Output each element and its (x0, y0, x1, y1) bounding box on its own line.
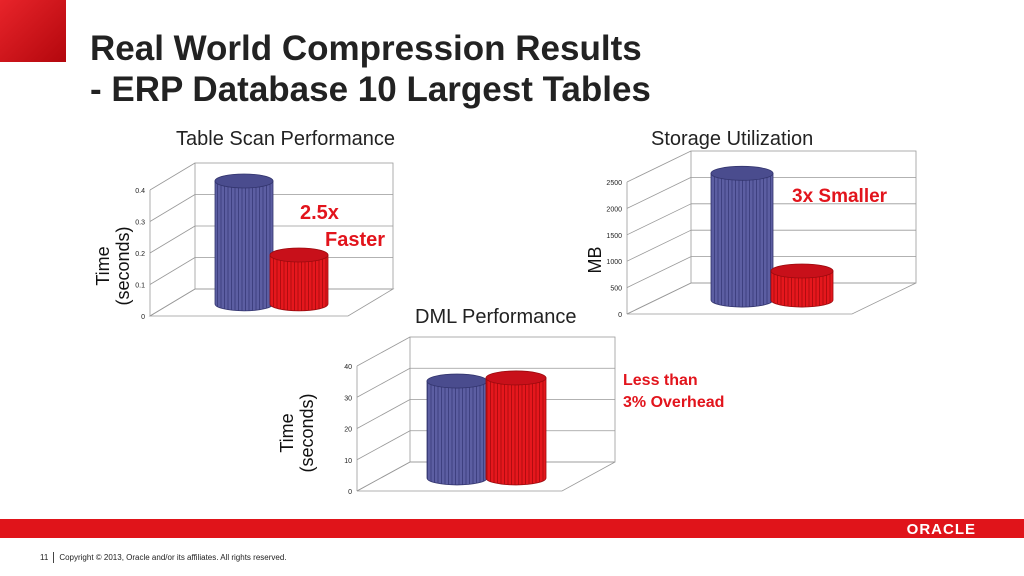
oracle-logo: ORACLE (906, 521, 976, 538)
grid-side-scan-3 (149, 194, 196, 222)
grid-side-storage-1 (626, 256, 692, 288)
y-tick-scan-1: 0.1 (135, 283, 145, 290)
grid-side-storage-5 (626, 150, 692, 183)
bar-top-scan-1 (269, 247, 329, 263)
bar-scan-1 (269, 254, 329, 312)
callout-storage: 3x Smaller (792, 186, 888, 207)
grid-side-storage-3 (626, 203, 692, 236)
bar-storage-0 (710, 172, 774, 308)
callout-dml: Less than 3% Overhead (623, 370, 724, 414)
y-tick-scan-0: 0 (141, 314, 145, 321)
y-tick-storage-4: 2000 (606, 206, 622, 213)
copyright-text: Copyright © 2013, Oracle and/or its affi… (59, 553, 287, 562)
grid-side-dml-1 (356, 430, 411, 461)
footer-red-bar (0, 519, 1024, 538)
footer: 11 Copyright © 2013, Oracle and/or its a… (40, 552, 287, 563)
y-tick-dml-2: 20 (344, 427, 352, 434)
grid-side-dml-2 (356, 399, 411, 429)
grid-side-storage-4 (626, 177, 692, 209)
title-line-2: - ERP Database 10 Largest Tables (90, 70, 651, 109)
y-tick-dml-0: 0 (348, 489, 352, 496)
chart-title-scan: Table Scan Performance (176, 128, 396, 150)
y-tick-storage-1: 500 (610, 286, 622, 293)
grid-side-dml-3 (356, 367, 411, 398)
bar-top-storage-0 (710, 165, 774, 181)
bar-top-storage-1 (770, 263, 834, 279)
y-tick-dml-1: 10 (344, 458, 352, 465)
grid-side-storage-2 (626, 229, 692, 262)
y-tick-storage-5: 2500 (606, 180, 622, 187)
title-line-1: Real World Compression Results (90, 29, 642, 68)
y-tick-storage-2: 1000 (606, 259, 622, 266)
bar-storage-1 (770, 270, 834, 308)
grid-side-dml-4 (356, 336, 411, 367)
page-number: 11 (40, 553, 49, 562)
bar-scan-0 (214, 180, 274, 312)
bar-dml-1 (485, 377, 547, 486)
grid-side-scan-4 (149, 162, 196, 191)
y-tick-storage-0: 0 (618, 312, 622, 319)
callout-scan-line1: 2.5x (300, 202, 339, 224)
y-tick-scan-3: 0.3 (135, 220, 145, 227)
chart-title-storage: Storage Utilization (651, 128, 814, 150)
bar-top-dml-1 (485, 370, 547, 386)
grid-side-scan-1 (149, 257, 196, 285)
callout-scan: 2.5x Faster (300, 200, 385, 254)
y-tick-dml-3: 30 (344, 395, 352, 402)
bar-top-dml-0 (426, 373, 488, 389)
corner-accent (0, 0, 66, 62)
y-tick-storage-3: 1500 (606, 233, 622, 240)
chart-title-dml: DML Performance (415, 306, 577, 328)
y-tick-scan-2: 0.2 (135, 251, 145, 258)
grid-side-dml-0 (356, 461, 411, 492)
callout-dml-line1: Less than (623, 372, 698, 389)
slide-title: Real World Compression Results - ERP Dat… (90, 28, 651, 110)
grid-side-scan-2 (149, 225, 196, 254)
bar-dml-0 (426, 380, 488, 486)
bar-top-scan-0 (214, 173, 274, 189)
grid-side-storage-0 (626, 282, 692, 315)
footer-separator (53, 552, 55, 563)
y-tick-scan-4: 0.4 (135, 188, 145, 195)
callout-dml-line2: 3% Overhead (623, 394, 725, 411)
y-tick-dml-4: 40 (344, 364, 352, 371)
callout-scan-line2: Faster (325, 229, 386, 251)
grid-side-scan-0 (149, 288, 196, 317)
